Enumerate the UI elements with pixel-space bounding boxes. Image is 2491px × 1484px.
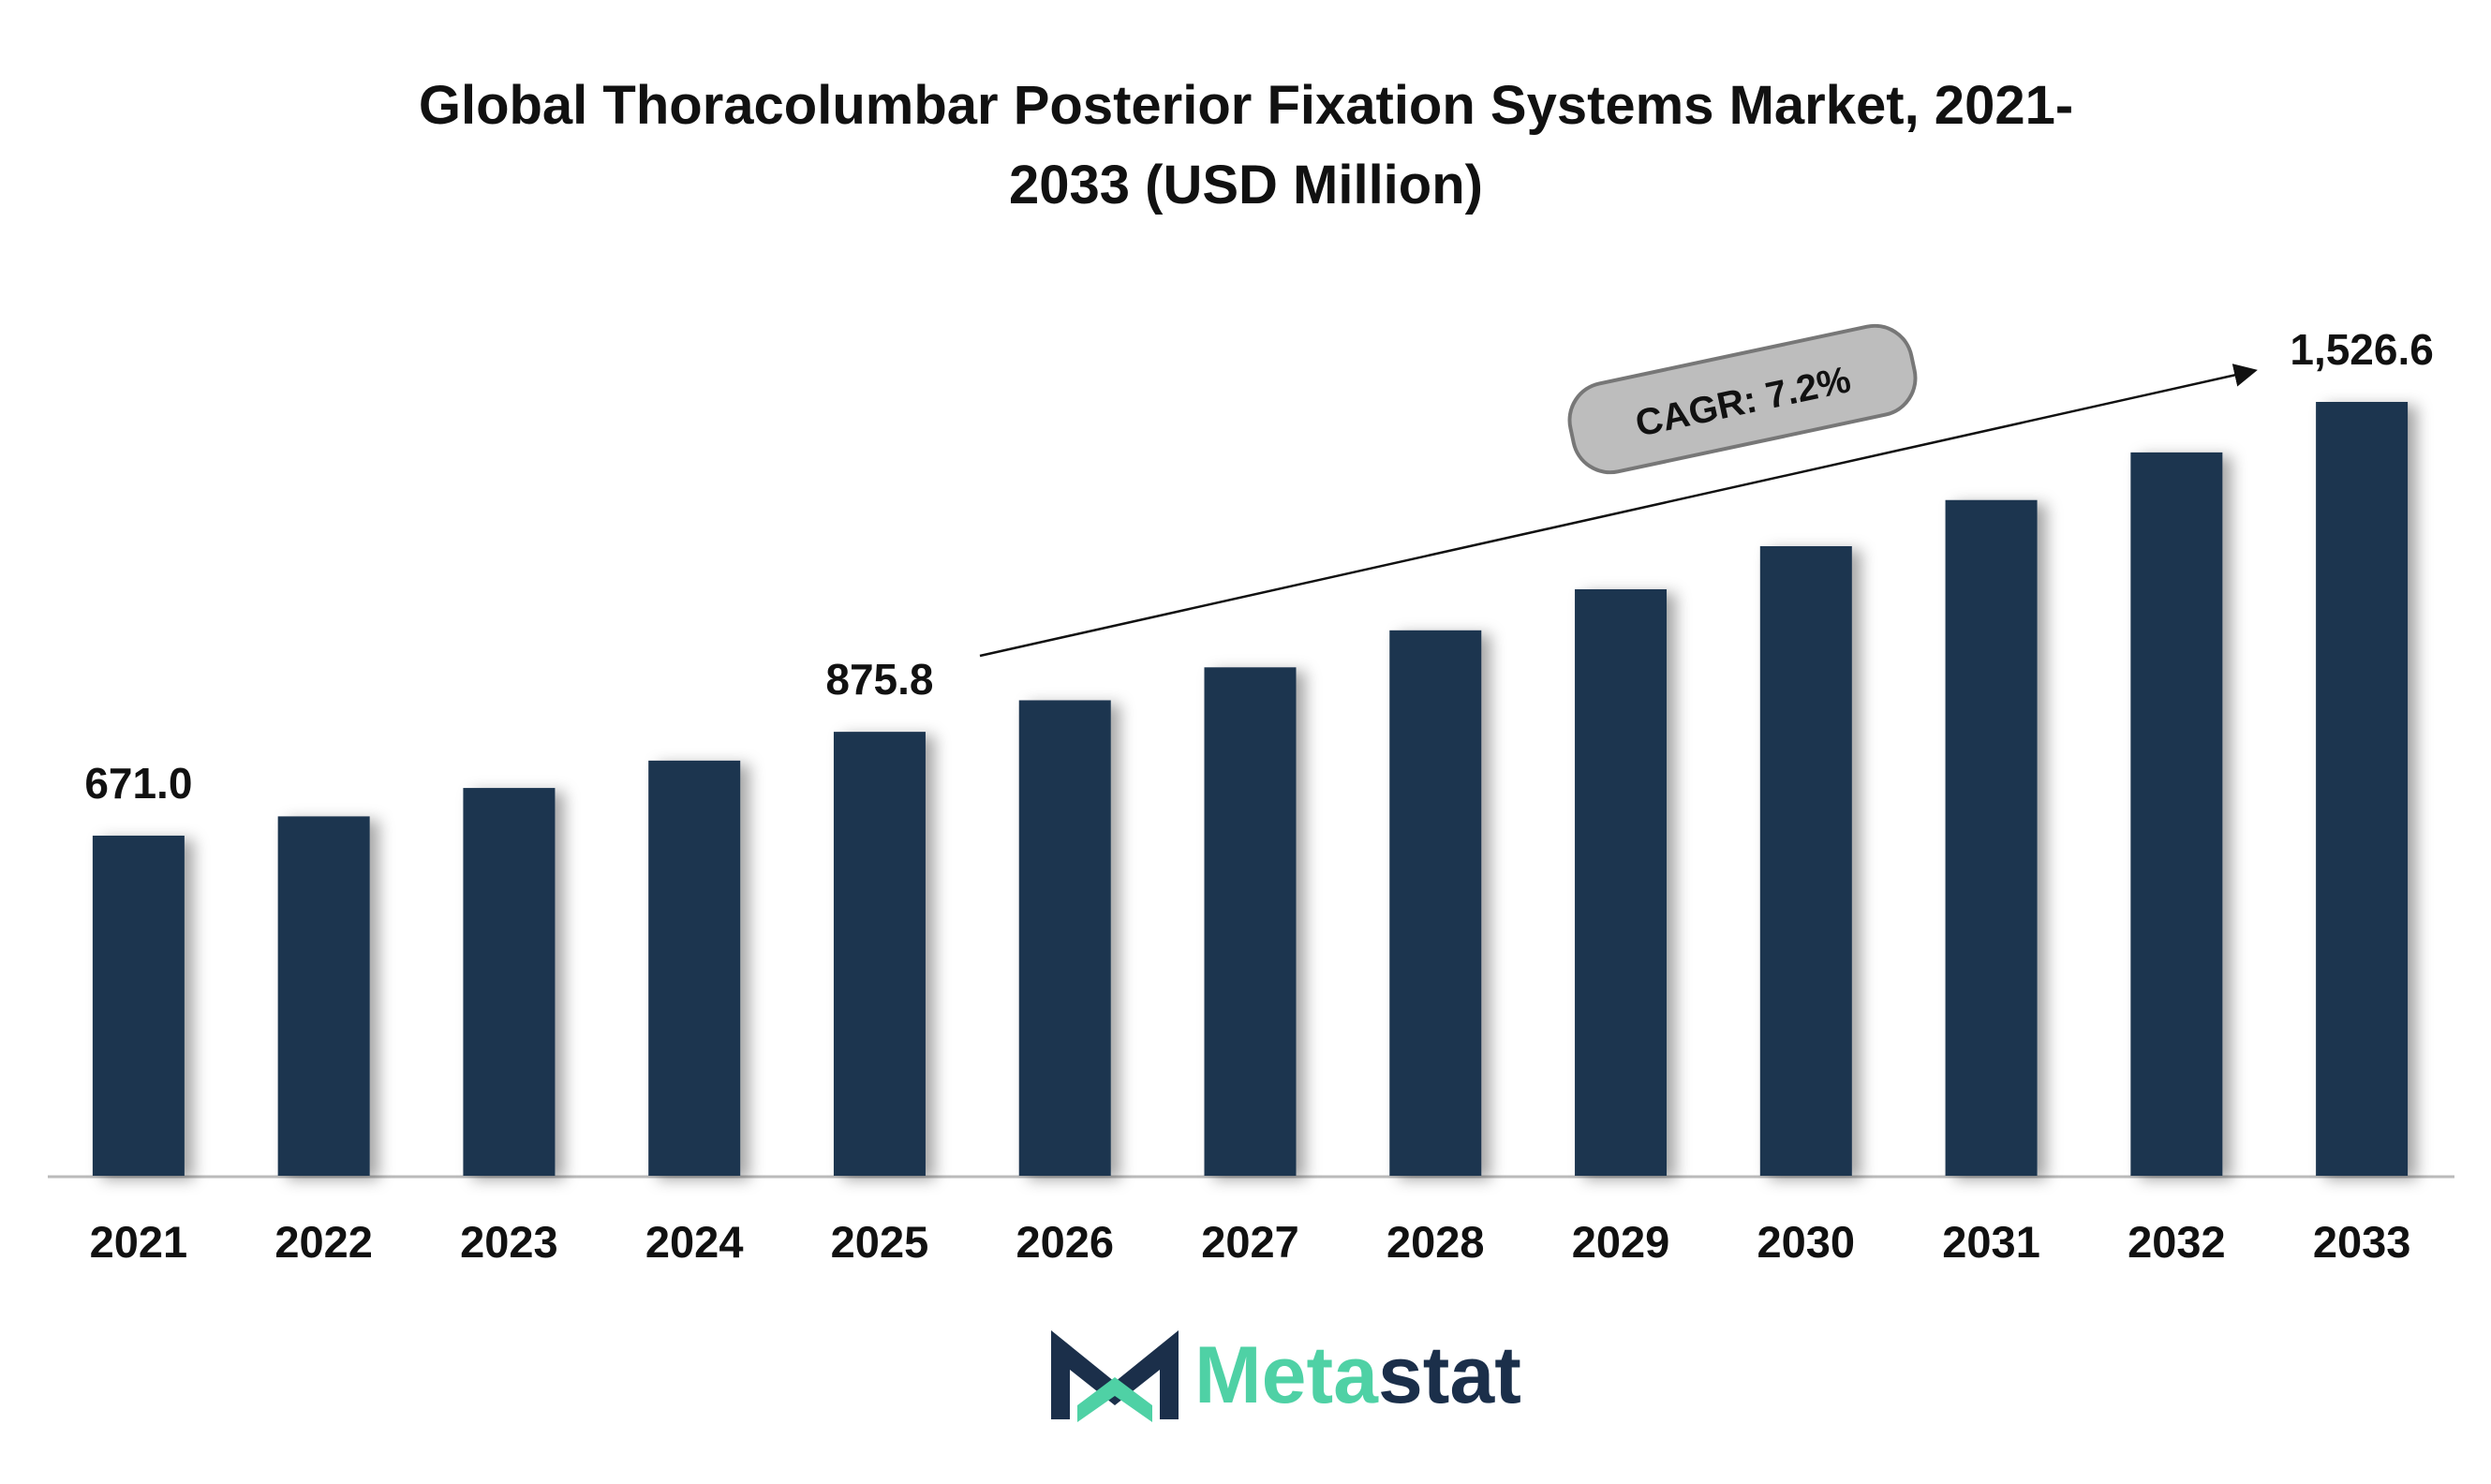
bar xyxy=(2130,452,2223,1176)
bar xyxy=(648,760,741,1176)
bar xyxy=(1018,700,1111,1176)
x-tick-label: 2031 xyxy=(1942,1217,2040,1267)
value-label: 671.0 xyxy=(84,759,192,808)
bar xyxy=(1759,545,1852,1176)
bar xyxy=(1575,588,1668,1176)
logo: Metastat xyxy=(1051,1330,1521,1422)
bar xyxy=(833,732,926,1176)
x-tick-label: 2023 xyxy=(460,1217,558,1267)
x-tick-label: 2026 xyxy=(1016,1217,1114,1267)
x-tick-label: 2027 xyxy=(1201,1217,1299,1267)
logo-text: Metastat xyxy=(1194,1330,1521,1420)
logo-icon xyxy=(1051,1330,1179,1419)
bar xyxy=(277,816,370,1176)
chart-title: Global Thoracolumbar Posterior Fixation … xyxy=(419,75,2073,136)
x-tick-label: 2033 xyxy=(2313,1217,2411,1267)
x-tick-label: 2030 xyxy=(1757,1217,1856,1267)
x-tick-label: 2022 xyxy=(274,1217,373,1267)
value-label: 1,526.6 xyxy=(2290,325,2433,374)
x-tick-label: 2032 xyxy=(2128,1217,2226,1267)
cagr-pill xyxy=(1567,323,1918,475)
bar xyxy=(1389,630,1482,1176)
cagr-badge: CAGR: 7.2% xyxy=(1567,323,1918,475)
logo-part: stat xyxy=(1378,1330,1521,1420)
bar xyxy=(2316,402,2409,1176)
x-tick-label: 2025 xyxy=(831,1217,929,1267)
cagr-arrow xyxy=(979,364,2258,658)
bar xyxy=(1945,499,2038,1176)
x-tick-label: 2029 xyxy=(1572,1217,1670,1267)
chart-title: 2033 (USD Million) xyxy=(1009,155,1483,215)
value-label: 875.8 xyxy=(825,655,933,704)
x-tick-label: 2028 xyxy=(1386,1217,1485,1267)
logo-icon-accent xyxy=(1077,1377,1152,1422)
x-tick-label: 2021 xyxy=(90,1217,188,1267)
bar xyxy=(463,788,556,1176)
logo-part: Meta xyxy=(1194,1330,1379,1420)
x-tick-label: 2024 xyxy=(645,1217,744,1267)
bar xyxy=(92,835,185,1176)
bar xyxy=(1204,667,1297,1176)
